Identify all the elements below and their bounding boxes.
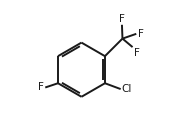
Text: F: F <box>38 83 44 92</box>
Text: F: F <box>119 14 125 23</box>
Text: F: F <box>134 48 140 58</box>
Text: F: F <box>138 29 143 39</box>
Text: Cl: Cl <box>122 84 132 94</box>
